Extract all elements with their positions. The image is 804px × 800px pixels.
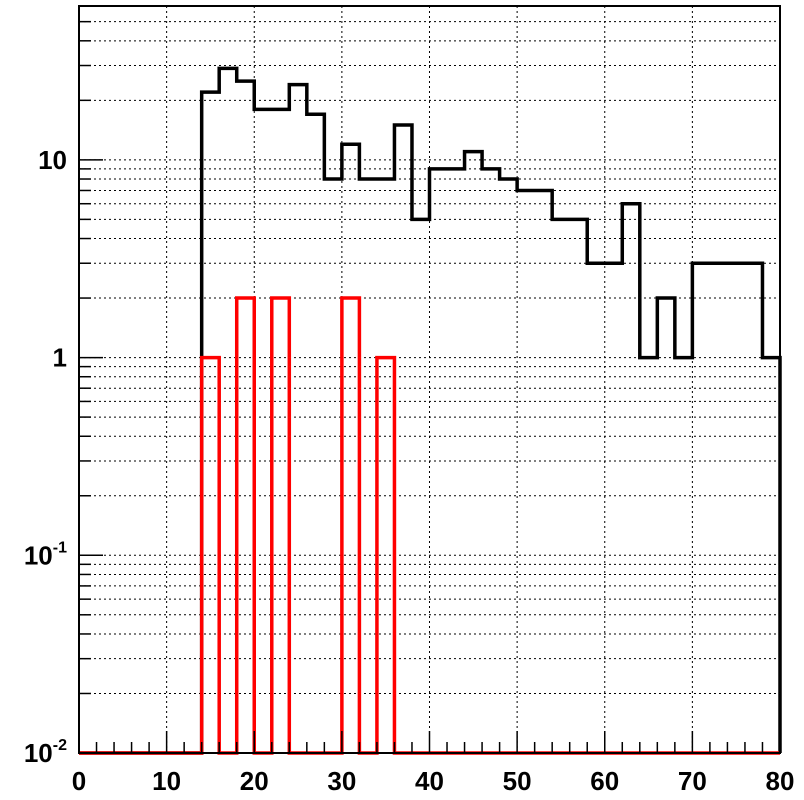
histogram-series <box>79 66 782 755</box>
y-tick-label: 1 <box>53 343 67 373</box>
x-tick-label: 0 <box>72 766 86 796</box>
x-tick-label: 20 <box>240 766 269 796</box>
x-tick-label: 60 <box>590 766 619 796</box>
histogram-series-0 <box>79 66 782 755</box>
y-tick-label: 10-1 <box>24 539 67 570</box>
y-tick-label: 10 <box>38 145 67 175</box>
x-tick-label: 40 <box>415 766 444 796</box>
axis-ticks <box>78 5 781 754</box>
x-tick-label: 80 <box>766 766 795 796</box>
tick-labels: 0 10 20 30 40 50 60 70 80 10-2 10-1 1 10 <box>24 145 795 796</box>
x-tick-label: 70 <box>678 766 707 796</box>
x-tick-label: 10 <box>152 766 181 796</box>
x-tick-label: 30 <box>327 766 356 796</box>
histogram-series-1 <box>79 296 780 755</box>
y-tick-label: 10-2 <box>24 737 67 768</box>
x-tick-label: 50 <box>503 766 532 796</box>
